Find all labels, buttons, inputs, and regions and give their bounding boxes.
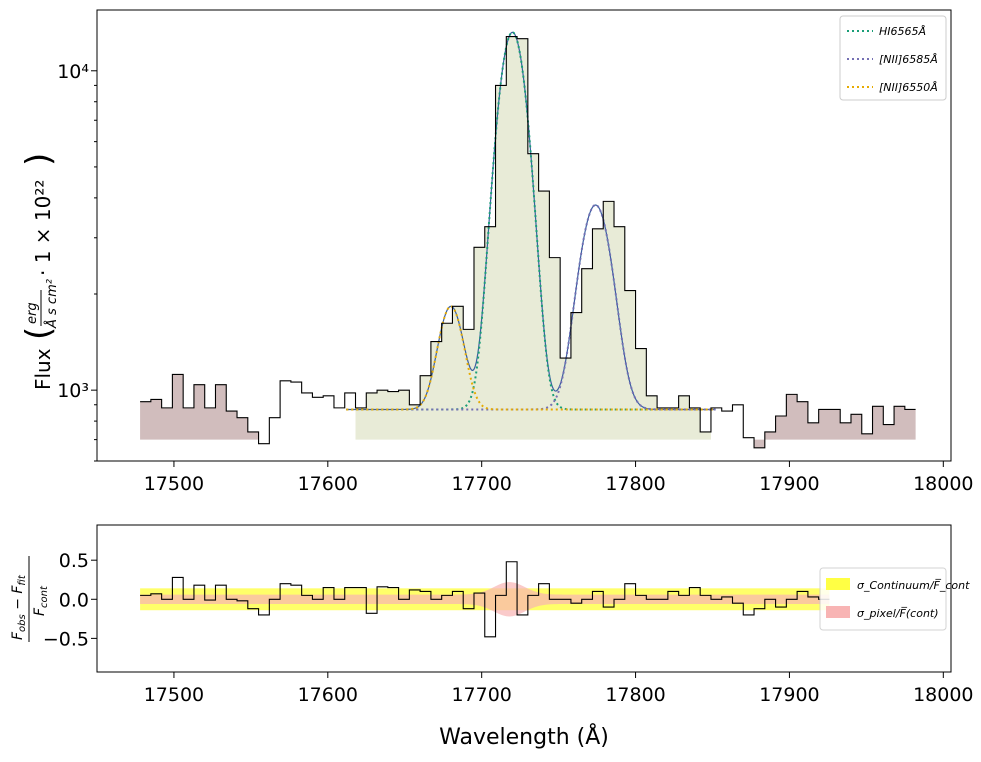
svg-text:Fcont: Fcont — [32, 585, 50, 616]
spectrum-x-tick-label: 17500 — [144, 473, 204, 495]
continuum-window-fill — [754, 394, 916, 448]
spectrum-line-layer — [140, 31, 916, 449]
spectrum-axes-frame — [96, 9, 952, 462]
svg-text:· 1 × 10²²: · 1 × 10²² — [31, 180, 55, 276]
spectrum-x-tick-label: 18000 — [913, 473, 973, 495]
residual-legend: σ_Continuum/F̅_cont σ_pixel/F̅(cont) — [819, 567, 970, 631]
spectrum-y-tick-label: 10³ — [57, 380, 89, 402]
spectrum-x-tick-label: 17800 — [605, 473, 665, 495]
residual-panel: 17500 17600 17700 17800 17900 18000 0.5 0.0 −0.5… — [10, 524, 974, 750]
residual-legend-label-0: σ_Continuum/F̅_cont — [857, 579, 970, 592]
continuum-window-fill — [140, 374, 259, 440]
spectrum-x-tick-label: 17700 — [451, 473, 511, 495]
residual-x-tick-label: 17500 — [144, 684, 204, 706]
residual-y-tick-label: 0.0 — [59, 589, 89, 611]
residual-x-tick-label: 17700 — [451, 684, 511, 706]
residual-x-tick-label: 18000 — [913, 684, 973, 706]
svg-text:Fobs − Ffit: Fobs − Ffit — [10, 574, 28, 640]
spectrum-y-axis-label: Flux ( erg Å s cm² · 1 × 10²² ) — [19, 153, 60, 390]
residual-axes-frame — [96, 524, 952, 673]
spectrum-y-tick-label: 10⁴ — [57, 61, 89, 83]
residual-line-layer — [140, 561, 830, 638]
residual-x-tick-label: 17900 — [759, 684, 819, 706]
residual-legend-swatch-0 — [826, 578, 850, 590]
legend-label-0: HI6565Å — [879, 25, 926, 38]
spectrum-legend: HI6565Å [NII]6585Å [NII]6550Å — [839, 15, 947, 101]
residual-x-tick-label: 17800 — [605, 684, 665, 706]
residual-legend-swatch-1 — [826, 606, 850, 618]
residual-line — [140, 561, 830, 638]
residual-y-tick-label: −0.5 — [43, 628, 89, 650]
residual-tick-layer: 17500 17600 17700 17800 17900 18000 0.5 0.0 −0.5 — [43, 550, 974, 706]
spectrum-x-tick-label: 17900 — [759, 473, 819, 495]
svg-text:erg: erg — [25, 302, 40, 324]
svg-text:Å s cm²: Å s cm² — [44, 279, 60, 329]
legend-label-2: [NII]6550Å — [879, 81, 938, 94]
spectrum-legend-box — [839, 15, 947, 101]
residual-legend-label-1: σ_pixel/F̅(cont) — [857, 607, 939, 620]
svg-text:): ) — [19, 153, 59, 166]
svg-text:Flux: Flux — [31, 348, 55, 390]
observed-spectrum-line — [140, 35, 916, 449]
legend-label-1: [NII]6585Å — [879, 53, 938, 66]
residual-x-axis-label: Wavelength (Å) — [439, 723, 609, 750]
gaussian-line-2 — [346, 305, 716, 411]
spectrum-tick-layer: 17500 17600 17700 17800 17900 18000 10³ 10⁴ — [57, 61, 973, 495]
residual-x-tick-label: 17600 — [298, 684, 358, 706]
spectrum-x-tick-label: 17600 — [298, 473, 358, 495]
fit-window-fill — [355, 36, 711, 440]
svg-text:(: ( — [19, 327, 59, 340]
residual-y-tick-label: 0.5 — [59, 550, 89, 572]
residual-legend-box — [819, 567, 947, 631]
spectrum-panel: 17500 17600 17700 17800 17900 18000 10³ 10⁴ Flu… — [19, 9, 974, 495]
